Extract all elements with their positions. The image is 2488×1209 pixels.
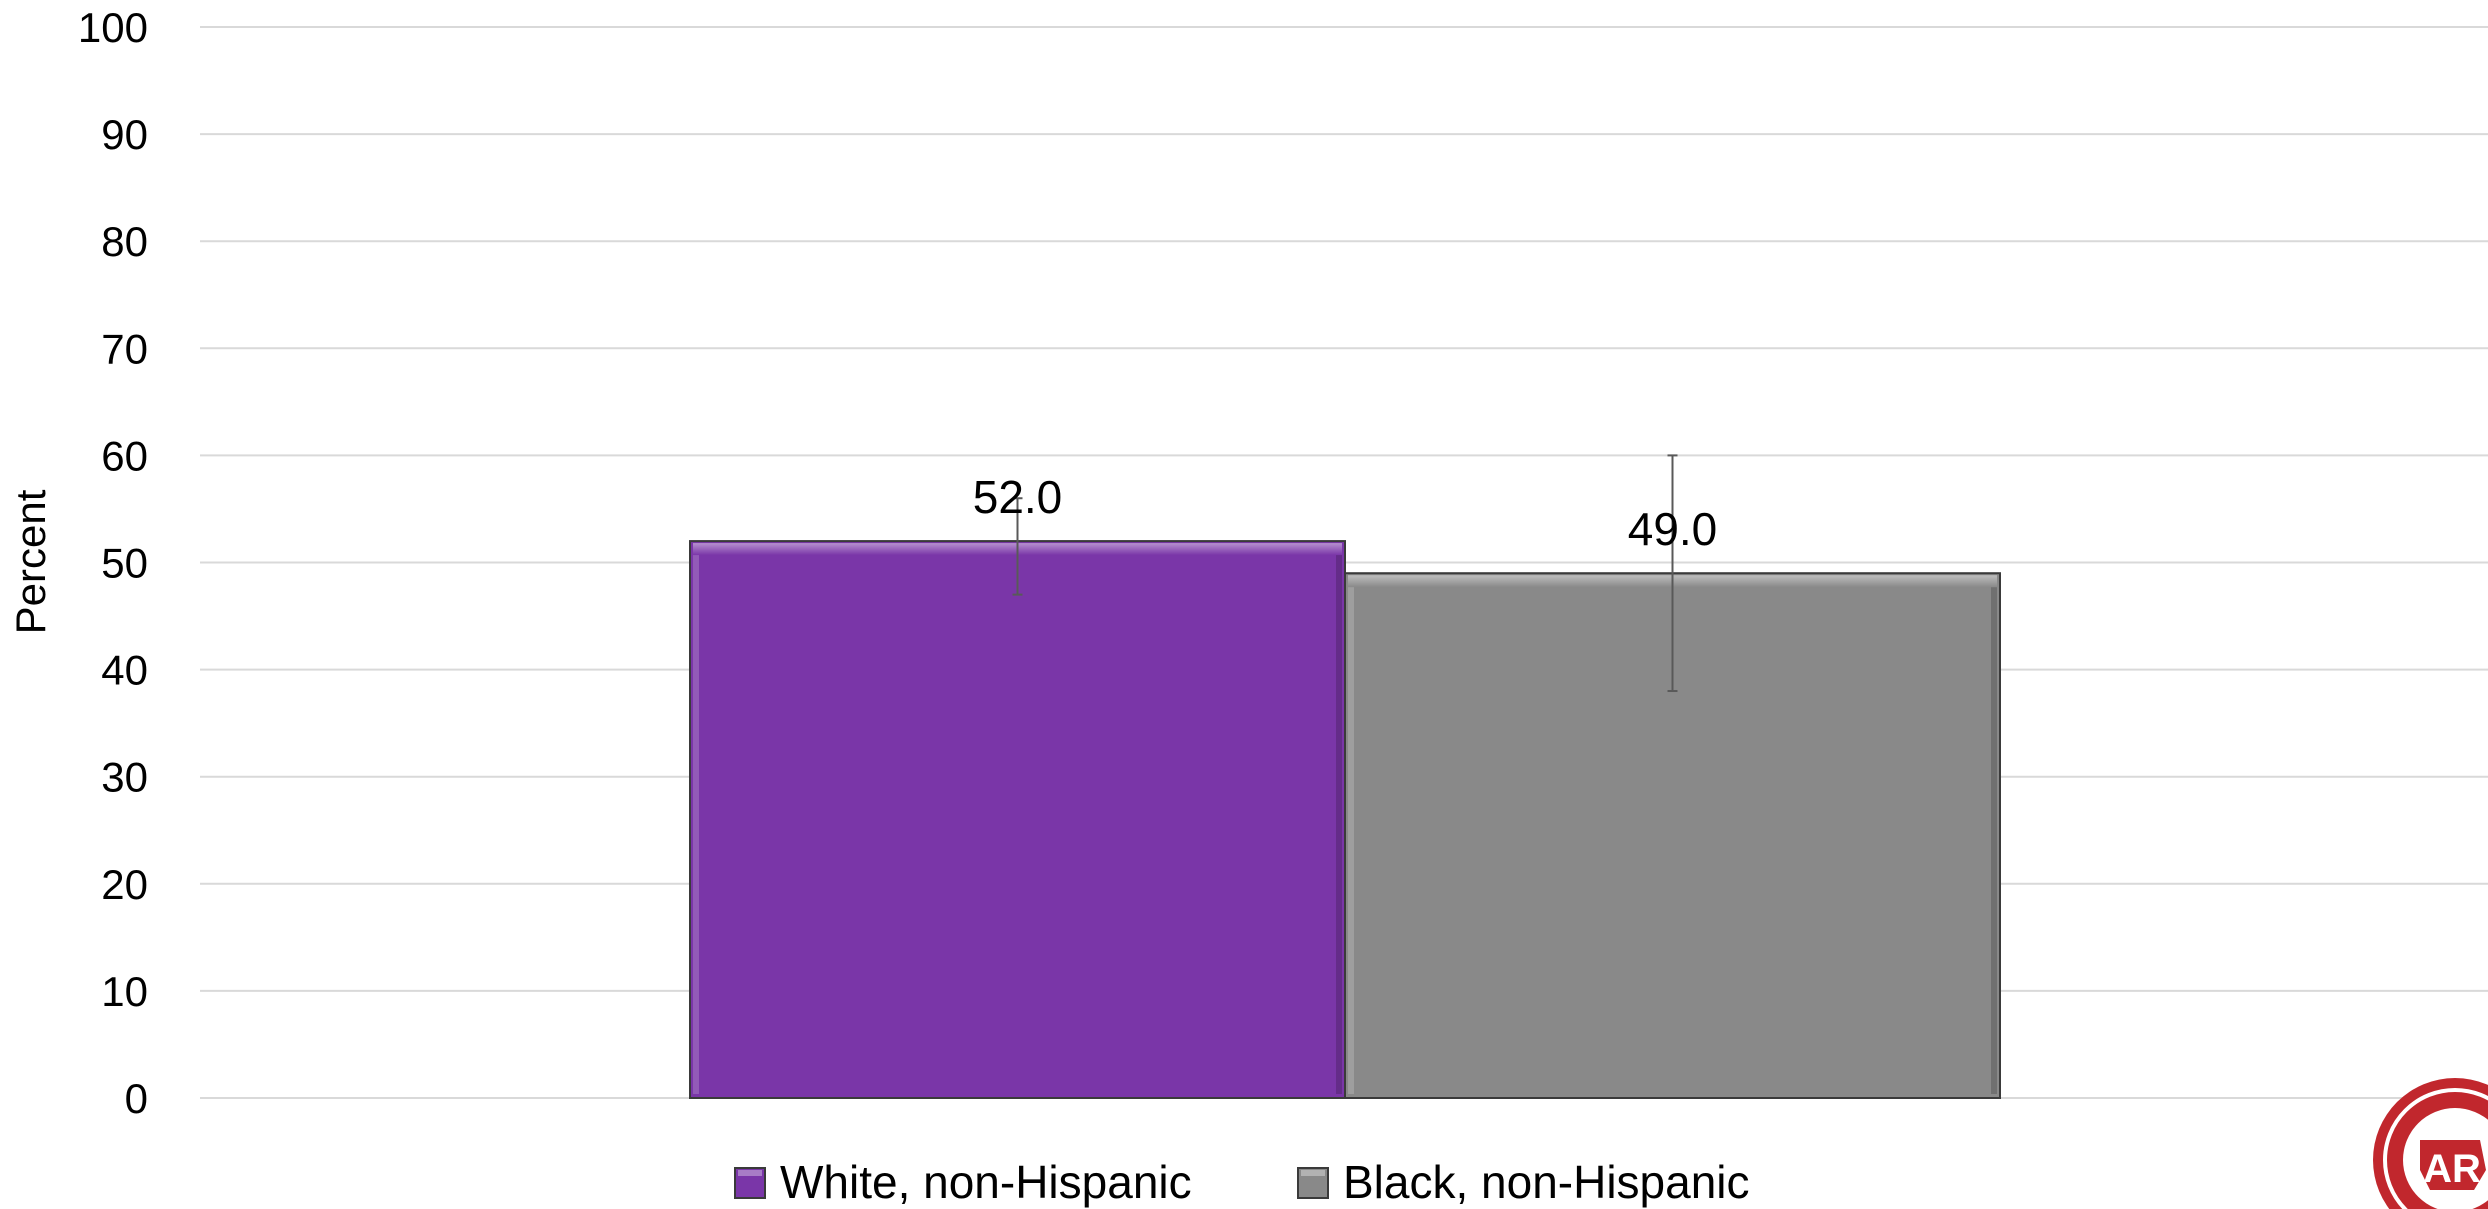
legend-item: White, non-Hispanic [734, 1156, 1192, 1208]
y-tick-label: 50 [101, 540, 148, 587]
error-bar [1012, 497, 1023, 596]
bar-body [689, 540, 1346, 1099]
data-label: 49.0 [1628, 503, 1718, 555]
error-bars [1012, 454, 1678, 693]
y-tick-label: 20 [101, 861, 148, 908]
bars [689, 540, 2001, 1099]
y-tick-label: 40 [101, 647, 148, 694]
svg-text:AR: AR [2423, 1147, 2481, 1191]
bar-bevel-left [1348, 587, 1354, 1094]
y-tick-label: 60 [101, 432, 148, 479]
arkansas-department-seal-logo: AR [2373, 1078, 2488, 1209]
bar [689, 540, 1346, 1099]
y-tick-label: 70 [101, 325, 148, 372]
y-tick-label: 90 [101, 111, 148, 158]
y-tick-label: 0 [125, 1075, 148, 1122]
y-axis-ticks: 0 10 20 30 40 50 60 70 80 90 100 [78, 4, 148, 1122]
legend-swatch [734, 1167, 766, 1199]
bar-bevel-right [1336, 555, 1342, 1094]
legend-label: White, non-Hispanic [780, 1156, 1192, 1208]
bar-bevel-left [693, 555, 699, 1094]
legend-swatch [1297, 1167, 1329, 1199]
y-tick-label: 100 [78, 4, 148, 51]
legend-item: Black, non-Hispanic [1297, 1156, 1750, 1208]
error-bar [1667, 454, 1678, 693]
legend-label: Black, non-Hispanic [1343, 1156, 1750, 1208]
y-tick-label: 80 [101, 218, 148, 265]
data-labels: 52.0 49.0 [973, 471, 1718, 555]
legend: White, non-Hispanic Black, non-Hispanic [734, 1156, 1750, 1208]
bar-bevel-right [1991, 587, 1997, 1094]
y-tick-label: 10 [101, 968, 148, 1015]
y-tick-label: 30 [101, 754, 148, 801]
y-axis-label: Percent [7, 489, 54, 634]
data-label: 52.0 [973, 471, 1063, 523]
